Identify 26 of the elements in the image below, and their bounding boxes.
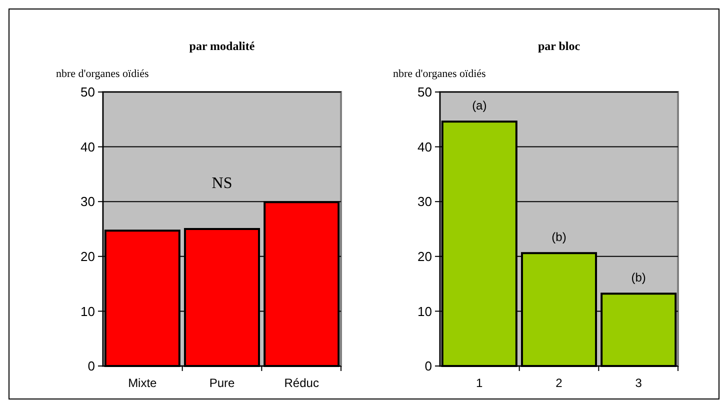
- x-tick-label: 3: [635, 376, 642, 390]
- annotation: (a): [472, 98, 487, 113]
- y-tick-label: 10: [80, 304, 95, 319]
- x-tick-label: 2: [556, 376, 563, 390]
- x-tick-label: Réduc: [284, 376, 319, 390]
- chart-title: par modalité: [189, 39, 256, 53]
- y-tick-label: 50: [418, 84, 432, 100]
- y-tick-label: 40: [418, 139, 432, 154]
- x-tick-label: Mixte: [128, 376, 158, 390]
- y-tick-label: 40: [80, 139, 95, 154]
- y-tick-label: 50: [80, 84, 95, 100]
- x-tick-label: Pure: [209, 376, 235, 390]
- y-tick-label: 0: [88, 358, 95, 374]
- y-tick-label: 30: [418, 194, 432, 210]
- y-tick-label: 0: [424, 358, 432, 374]
- x-tick-label: 1: [476, 376, 484, 390]
- annotation: (b): [631, 270, 646, 285]
- y-tick-label: 20: [418, 248, 432, 264]
- annotation: NS: [212, 174, 232, 192]
- y-axis-title: nbre d'organes oïdiés: [393, 68, 486, 80]
- y-tick-label: 10: [418, 304, 432, 319]
- y-tick-label: 30: [80, 194, 95, 210]
- y-axis-title: nbre d'organes oïdiés: [56, 68, 149, 80]
- y-tick-label: 20: [80, 248, 95, 264]
- chart-title: par bloc: [538, 39, 581, 53]
- annotation: (b): [552, 230, 566, 244]
